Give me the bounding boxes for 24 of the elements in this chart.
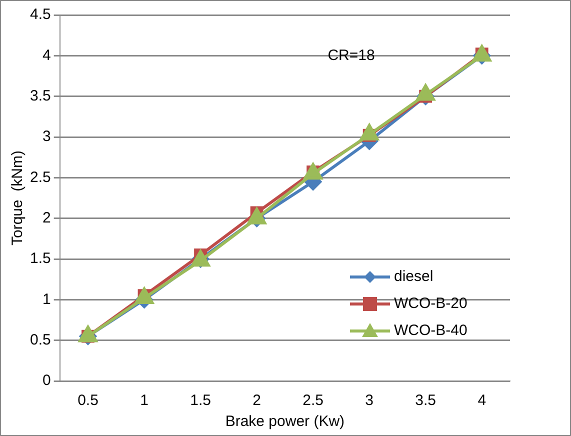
y-axis-title: Torque (kNm) [9, 150, 26, 246]
x-tick-label: 3.5 [415, 392, 436, 410]
x-tick-label: 2.5 [302, 392, 324, 410]
y-tick-label: 1 [42, 290, 51, 308]
y-tick-label: 4 [42, 46, 51, 64]
y-tick-label: 2 [42, 209, 51, 226]
x-tick-label: 1 [140, 392, 148, 410]
y-tick-label: 3 [42, 128, 51, 146]
x-tick-label: 0.5 [78, 392, 98, 410]
y-tick-label: 3.5 [30, 87, 51, 104]
legend-label: WCO-B-20 [394, 295, 468, 312]
x-tick-label: 4 [478, 392, 486, 410]
x-tick-label: 1.5 [190, 392, 211, 410]
y-tick-label: 1.5 [30, 250, 51, 268]
y-tick-label: 2.5 [30, 168, 51, 186]
x-axis-title: Brake power (Kw) [225, 413, 345, 430]
y-tick-label: 0 [42, 372, 51, 390]
x-tick-label: 3 [365, 392, 374, 410]
legend-label: diesel [394, 268, 434, 286]
x-tick-label: 2 [252, 392, 261, 410]
y-tick-label: 4.5 [30, 6, 51, 24]
legend-label: WCO-B-40 [394, 322, 468, 340]
y-tick-label: 0.5 [30, 331, 51, 348]
annotation: CR=18 [328, 46, 375, 64]
